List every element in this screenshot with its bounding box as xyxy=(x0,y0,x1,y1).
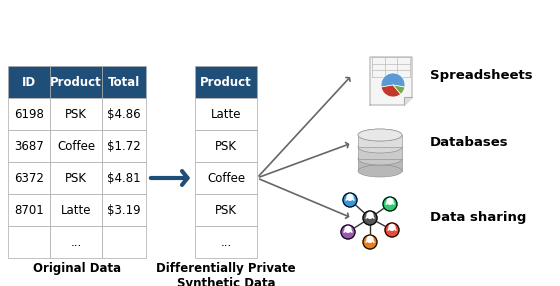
Text: $4.81: $4.81 xyxy=(107,172,141,184)
Bar xyxy=(195,162,257,194)
Circle shape xyxy=(389,225,395,230)
Circle shape xyxy=(341,225,355,239)
Text: Spreadsheets: Spreadsheets xyxy=(430,69,533,82)
Text: Latte: Latte xyxy=(60,204,91,217)
Bar xyxy=(50,162,102,194)
Bar xyxy=(102,66,146,98)
Text: $3.19: $3.19 xyxy=(107,204,141,217)
Bar xyxy=(102,194,146,226)
Text: Coffee: Coffee xyxy=(57,140,95,152)
Circle shape xyxy=(363,235,377,249)
Circle shape xyxy=(367,237,373,242)
Bar xyxy=(102,98,146,130)
Circle shape xyxy=(363,211,377,225)
Text: PSK: PSK xyxy=(65,108,87,120)
Text: Total: Total xyxy=(108,76,140,88)
Text: 3687: 3687 xyxy=(14,140,44,152)
Circle shape xyxy=(347,194,353,200)
Polygon shape xyxy=(370,57,412,105)
Text: ...: ... xyxy=(71,235,82,249)
Bar xyxy=(195,66,257,98)
Bar xyxy=(8,66,50,98)
Bar xyxy=(8,162,50,194)
Text: 6198: 6198 xyxy=(14,108,44,120)
Text: Coffee: Coffee xyxy=(207,172,245,184)
Text: Databases: Databases xyxy=(430,136,508,150)
Text: ID: ID xyxy=(22,76,36,88)
Bar xyxy=(358,159,402,171)
Text: Data sharing: Data sharing xyxy=(430,212,526,225)
Bar xyxy=(50,66,102,98)
Bar xyxy=(102,162,146,194)
Bar xyxy=(50,98,102,130)
Circle shape xyxy=(383,197,397,211)
Text: $4.86: $4.86 xyxy=(107,108,141,120)
Ellipse shape xyxy=(358,153,402,165)
Text: $1.72: $1.72 xyxy=(107,140,141,152)
Bar xyxy=(195,98,257,130)
Text: PSK: PSK xyxy=(215,140,237,152)
Bar xyxy=(195,130,257,162)
Ellipse shape xyxy=(358,129,402,141)
Bar xyxy=(102,226,146,258)
Bar xyxy=(102,130,146,162)
Circle shape xyxy=(387,198,393,204)
Bar xyxy=(195,226,257,258)
Bar xyxy=(50,226,102,258)
Bar xyxy=(358,147,402,159)
Text: Latte: Latte xyxy=(211,108,241,120)
Text: Product: Product xyxy=(200,76,252,88)
Ellipse shape xyxy=(358,165,402,177)
Circle shape xyxy=(343,193,357,207)
Bar xyxy=(50,130,102,162)
Ellipse shape xyxy=(358,141,402,153)
Bar xyxy=(358,135,402,147)
Text: Product: Product xyxy=(50,76,102,88)
Bar xyxy=(8,194,50,226)
Text: PSK: PSK xyxy=(215,204,237,217)
Wedge shape xyxy=(381,85,401,97)
Bar xyxy=(195,194,257,226)
Circle shape xyxy=(367,212,373,218)
Polygon shape xyxy=(404,97,412,105)
Text: ...: ... xyxy=(221,235,232,249)
Text: Original Data: Original Data xyxy=(33,262,121,275)
Text: 8701: 8701 xyxy=(14,204,44,217)
Text: Differentially Private
Synthetic Data: Differentially Private Synthetic Data xyxy=(156,262,296,286)
Ellipse shape xyxy=(358,129,402,141)
Circle shape xyxy=(345,227,351,232)
Wedge shape xyxy=(393,85,405,94)
Bar xyxy=(50,194,102,226)
Bar xyxy=(8,226,50,258)
Circle shape xyxy=(385,223,399,237)
Bar xyxy=(8,130,50,162)
Bar xyxy=(8,98,50,130)
Text: PSK: PSK xyxy=(65,172,87,184)
Text: 6372: 6372 xyxy=(14,172,44,184)
Wedge shape xyxy=(381,73,405,87)
